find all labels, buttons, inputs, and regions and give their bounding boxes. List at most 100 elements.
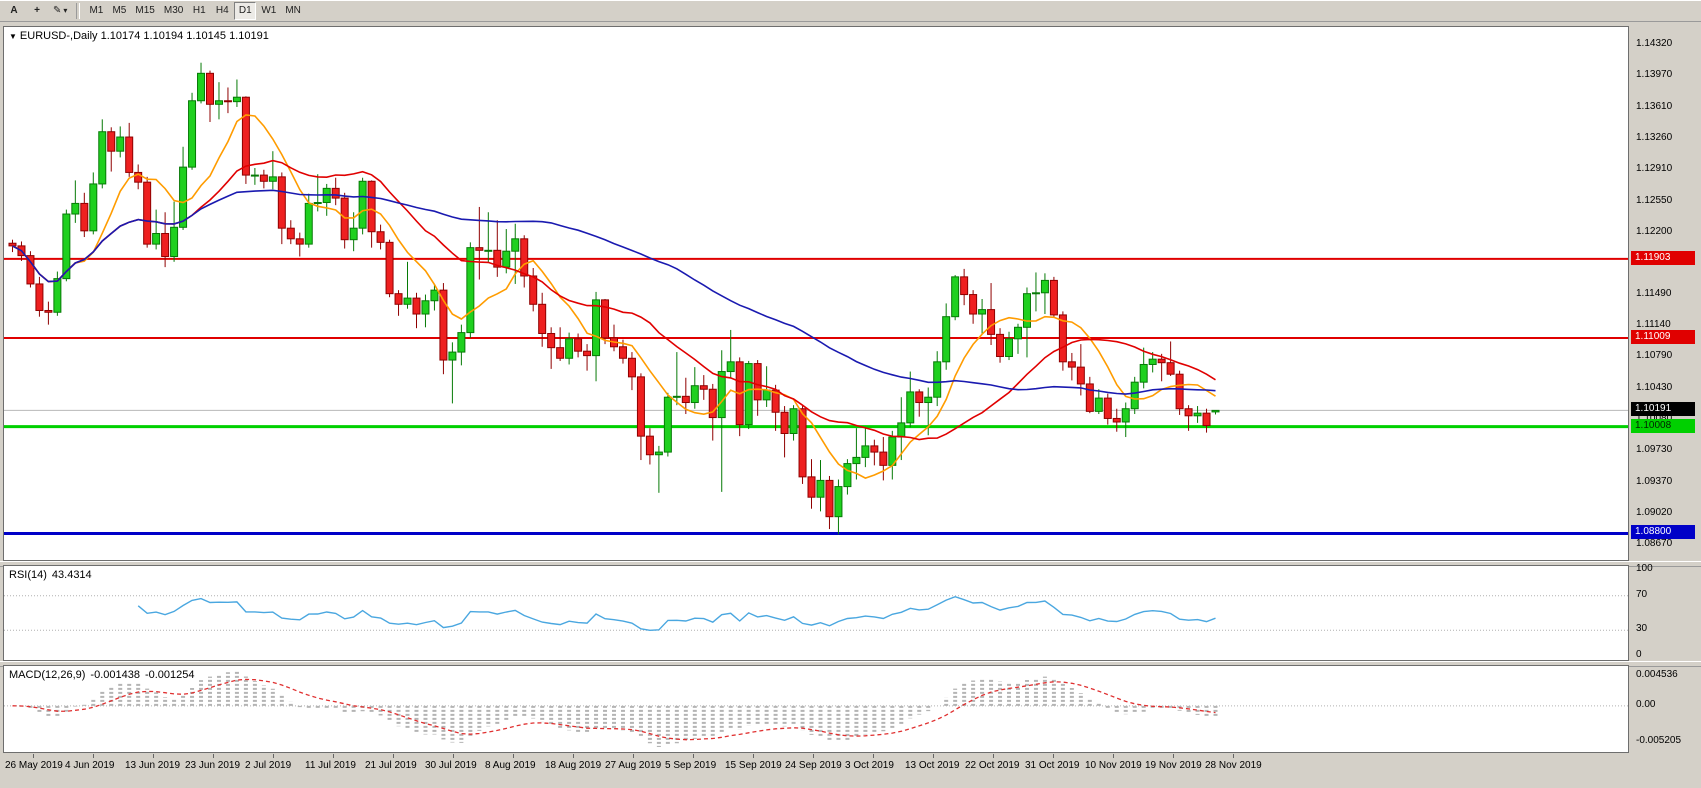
macd-main-value: -0.001438 <box>90 669 140 681</box>
rsi-axis-label: 70 <box>1636 588 1648 600</box>
price-axis-label: 1.13610 <box>1636 100 1673 112</box>
time-axis-tick <box>453 754 454 758</box>
price-axis-label: 1.13970 <box>1636 68 1673 80</box>
toolbar-separator <box>76 2 81 19</box>
time-axis-tick <box>573 754 574 758</box>
chevron-down-icon: ▾ <box>63 6 68 15</box>
current-price-tag: 1.10191 <box>1631 402 1695 417</box>
time-axis-label: 21 Jul 2019 <box>365 760 417 771</box>
macd-label: MACD(12,26,9) <box>9 669 86 681</box>
price-axis-label: 1.09020 <box>1636 507 1673 519</box>
timeframe-button-h4[interactable]: H4 <box>211 1 234 20</box>
macd-signal-value: -0.001254 <box>144 669 195 681</box>
time-axis-label: 27 Aug 2019 <box>605 760 662 771</box>
time-axis-tick <box>213 754 214 758</box>
macd-axis-label: 0.00 <box>1636 698 1656 710</box>
price-level-tag: 1.08800 <box>1631 525 1695 540</box>
time-axis-tick <box>153 754 154 758</box>
timeframe-button-d1[interactable]: D1 <box>234 1 257 20</box>
price-level-tag: 1.10008 <box>1631 418 1695 433</box>
price-axis-label: 1.10790 <box>1636 350 1673 362</box>
price-axis-label: 1.11490 <box>1636 288 1672 300</box>
time-axis-label: 19 Nov 2019 <box>1145 760 1202 771</box>
time-axis-tick <box>273 754 274 758</box>
price-axis-label: 1.13260 <box>1636 131 1673 143</box>
price-axis-label: 1.11140 <box>1636 319 1671 331</box>
time-axis-label: 15 Sep 2019 <box>725 760 782 771</box>
main-chart-panel[interactable]: ▼ EURUSD-,Daily 1.10174 1.10194 1.10145 1… <box>3 26 1629 561</box>
macd-title: MACD(12,26,9) -0.001438 -0.001254 <box>9 669 195 681</box>
price-axis-label: 1.10430 <box>1636 382 1673 394</box>
macd-axis-label: -0.005205 <box>1636 735 1682 746</box>
timeframe-button-m5[interactable]: M5 <box>108 1 131 20</box>
price-axis-label: 1.14320 <box>1636 38 1673 49</box>
toolbar: A + ✎ ▾ M1 M5 M15 M30 H1 H4 D1 W1 MN <box>0 0 1701 22</box>
collapse-icon: ▼ <box>9 32 17 41</box>
time-axis-tick <box>873 754 874 758</box>
time-axis-label: 18 Aug 2019 <box>545 760 602 771</box>
time-axis-label: 28 Nov 2019 <box>1205 760 1262 771</box>
price-axis-label: 1.08670 <box>1636 538 1673 549</box>
time-axis-label: 4 Jun 2019 <box>65 760 115 771</box>
time-axis-tick <box>33 754 34 758</box>
time-axis-tick <box>753 754 754 758</box>
rsi-panel[interactable]: RSI(14) 43.4314 <box>3 565 1629 661</box>
time-axis-tick <box>1233 754 1234 758</box>
time-axis[interactable]: 26 May 2019 4 Jun 2019 13 Jun 2019 23 Jun 2… <box>3 754 1643 784</box>
pencil-icon: ✎ <box>53 5 62 16</box>
symbol-title: EURUSD-,Daily <box>19 30 98 42</box>
text-tool-button[interactable]: A <box>3 1 25 20</box>
time-axis-tick <box>813 754 814 758</box>
ohlc-values: 1.10174 1.10194 1.10145 1.10191 <box>100 30 269 42</box>
price-level-tag: 1.11903 <box>1631 250 1695 265</box>
time-axis-label: 22 Oct 2019 <box>965 760 1020 771</box>
timeframe-button-m1[interactable]: M1 <box>85 1 108 20</box>
time-axis-label: 3 Oct 2019 <box>845 760 894 771</box>
time-axis-label: 24 Sep 2019 <box>785 760 842 771</box>
price-axis-label: 1.12550 <box>1636 194 1673 206</box>
time-axis-tick <box>93 754 94 758</box>
time-axis-label: 23 Jun 2019 <box>185 760 241 771</box>
chart-title: ▼ EURUSD-,Daily 1.10174 1.10194 1.10145 1… <box>9 30 269 42</box>
rsi-axis-label: 30 <box>1636 623 1648 635</box>
price-axis[interactable]: 1.14320 1.13970 1.13610 1.13260 1.12910 1.125… <box>1631 0 1701 788</box>
time-axis-label: 13 Oct 2019 <box>905 760 960 771</box>
time-axis-tick <box>333 754 334 758</box>
timeframe-button-m15[interactable]: M15 <box>131 1 159 20</box>
timeframe-button-mn[interactable]: MN <box>281 1 305 20</box>
rsi-label: RSI(14) <box>9 569 47 581</box>
price-axis-label: 1.12200 <box>1636 225 1673 237</box>
time-axis-tick <box>933 754 934 758</box>
time-axis-tick <box>633 754 634 758</box>
time-axis-tick <box>1173 754 1174 758</box>
time-axis-label: 31 Oct 2019 <box>1025 760 1080 771</box>
time-axis-tick <box>693 754 694 758</box>
time-axis-tick <box>993 754 994 758</box>
time-axis-label: 26 May 2019 <box>5 760 63 771</box>
timeframe-button-w1[interactable]: W1 <box>257 1 281 20</box>
timeframe-button-h1[interactable]: H1 <box>188 1 211 20</box>
timeframe-group: M1 M5 M15 M30 H1 H4 D1 W1 MN <box>85 1 305 20</box>
rsi-axis-label: 100 <box>1636 563 1653 574</box>
time-axis-tick <box>393 754 394 758</box>
price-level-tag: 1.11009 <box>1631 330 1695 344</box>
macd-panel[interactable]: MACD(12,26,9) -0.001438 -0.001254 <box>3 665 1629 753</box>
time-axis-tick <box>1113 754 1114 758</box>
timeframe-button-m30[interactable]: M30 <box>159 1 188 20</box>
candlestick-chart-canvas[interactable] <box>4 27 1628 560</box>
macd-chart-canvas[interactable] <box>4 666 1628 752</box>
price-axis-label: 1.09730 <box>1636 444 1673 456</box>
time-axis-label: 10 Nov 2019 <box>1085 760 1142 771</box>
time-axis-label: 8 Aug 2019 <box>485 760 536 771</box>
macd-axis-label: 0.004536 <box>1636 669 1678 680</box>
rsi-title: RSI(14) 43.4314 <box>9 569 92 581</box>
rsi-chart-canvas[interactable] <box>4 566 1628 660</box>
rsi-value: 43.4314 <box>51 569 92 581</box>
time-axis-tick <box>513 754 514 758</box>
crosshair-tool-button[interactable]: + <box>26 1 48 20</box>
time-axis-label: 30 Jul 2019 <box>425 760 477 771</box>
time-axis-label: 5 Sep 2019 <box>665 760 717 771</box>
time-axis-label: 11 Jul 2019 <box>305 760 356 771</box>
draw-tools-dropdown-button[interactable]: ✎ ▾ <box>49 1 72 20</box>
